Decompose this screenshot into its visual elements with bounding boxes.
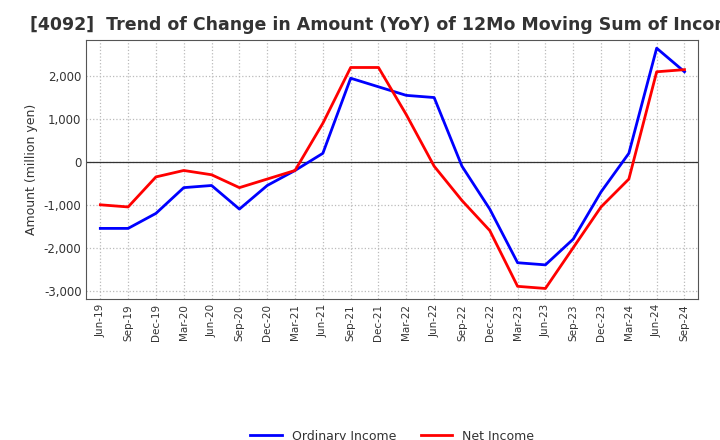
Ordinary Income	[569, 236, 577, 242]
Ordinary Income	[624, 150, 633, 156]
Ordinary Income	[235, 206, 243, 212]
Net Income	[569, 245, 577, 250]
Net Income	[513, 284, 522, 289]
Net Income	[124, 204, 132, 209]
Ordinary Income	[318, 150, 327, 156]
Ordinary Income	[96, 226, 104, 231]
Ordinary Income	[680, 69, 689, 74]
Ordinary Income	[152, 211, 161, 216]
Net Income	[485, 228, 494, 233]
Net Income	[207, 172, 216, 177]
Ordinary Income	[402, 93, 410, 98]
Ordinary Income	[346, 76, 355, 81]
Ordinary Income	[513, 260, 522, 265]
Net Income	[541, 286, 550, 291]
Y-axis label: Amount (million yen): Amount (million yen)	[25, 104, 38, 235]
Line: Ordinary Income: Ordinary Income	[100, 48, 685, 265]
Net Income	[458, 198, 467, 203]
Net Income	[318, 121, 327, 126]
Ordinary Income	[458, 164, 467, 169]
Title: [4092]  Trend of Change in Amount (YoY) of 12Mo Moving Sum of Incomes: [4092] Trend of Change in Amount (YoY) o…	[30, 16, 720, 34]
Ordinary Income	[430, 95, 438, 100]
Ordinary Income	[597, 189, 606, 194]
Net Income	[680, 67, 689, 72]
Ordinary Income	[179, 185, 188, 190]
Ordinary Income	[291, 168, 300, 173]
Ordinary Income	[124, 226, 132, 231]
Net Income	[263, 176, 271, 182]
Ordinary Income	[263, 183, 271, 188]
Net Income	[346, 65, 355, 70]
Net Income	[235, 185, 243, 190]
Ordinary Income	[541, 262, 550, 268]
Ordinary Income	[485, 206, 494, 212]
Legend: Ordinary Income, Net Income: Ordinary Income, Net Income	[251, 430, 534, 440]
Net Income	[430, 164, 438, 169]
Net Income	[96, 202, 104, 207]
Net Income	[374, 65, 383, 70]
Net Income	[652, 69, 661, 74]
Net Income	[152, 174, 161, 180]
Ordinary Income	[374, 84, 383, 89]
Ordinary Income	[207, 183, 216, 188]
Net Income	[597, 204, 606, 209]
Net Income	[179, 168, 188, 173]
Net Income	[402, 112, 410, 117]
Net Income	[624, 176, 633, 182]
Net Income	[291, 168, 300, 173]
Ordinary Income	[652, 46, 661, 51]
Line: Net Income: Net Income	[100, 67, 685, 289]
